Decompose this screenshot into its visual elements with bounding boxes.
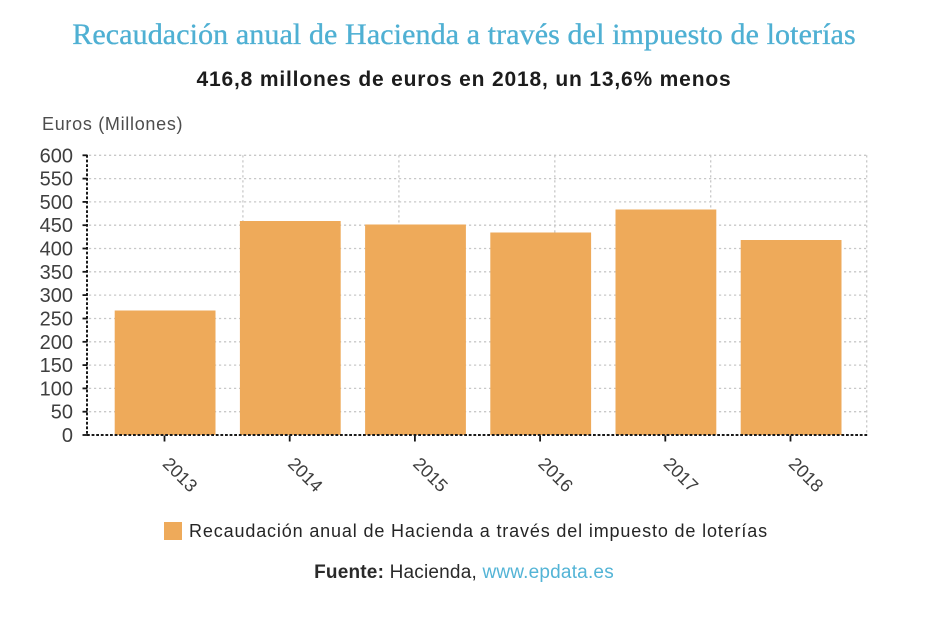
- svg-text:2018: 2018: [785, 454, 827, 496]
- svg-text:100: 100: [40, 378, 73, 400]
- svg-text:250: 250: [40, 309, 73, 331]
- svg-text:600: 600: [40, 145, 73, 167]
- svg-text:2015: 2015: [409, 454, 451, 496]
- svg-text:0: 0: [62, 425, 73, 447]
- svg-text:2014: 2014: [284, 454, 326, 496]
- svg-text:2016: 2016: [534, 454, 576, 496]
- svg-text:50: 50: [51, 402, 73, 424]
- svg-text:2017: 2017: [660, 454, 702, 496]
- svg-text:350: 350: [40, 262, 73, 284]
- svg-text:150: 150: [40, 355, 73, 377]
- svg-text:550: 550: [40, 169, 73, 191]
- svg-text:2013: 2013: [159, 454, 201, 496]
- svg-text:300: 300: [40, 285, 73, 307]
- svg-text:450: 450: [40, 215, 73, 237]
- svg-text:400: 400: [40, 239, 73, 261]
- svg-text:200: 200: [40, 332, 73, 354]
- svg-text:500: 500: [40, 192, 73, 214]
